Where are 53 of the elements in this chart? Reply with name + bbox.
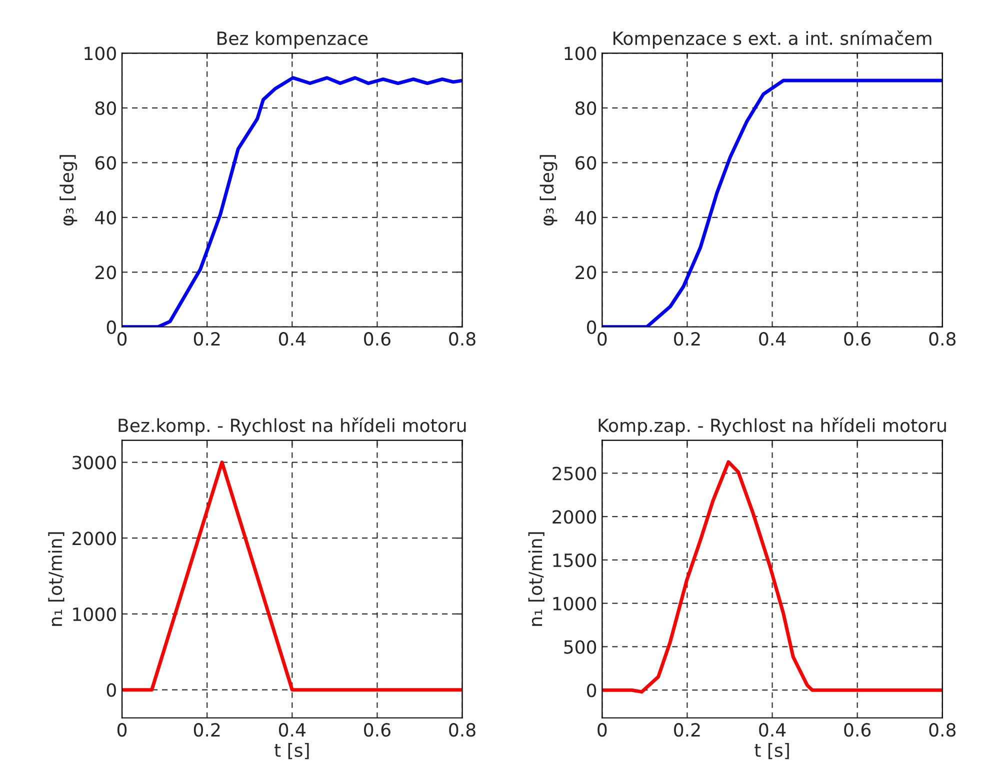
y-tick-label: 0: [106, 320, 116, 334]
line-series: [602, 460, 942, 694]
x-tick-label: 0.6: [364, 332, 390, 346]
y-tick-label: 2000: [72, 532, 116, 546]
x-tick-label: 0.6: [844, 332, 871, 346]
chart-title: Bez.komp. - Rychlost na hřídeli motoru: [118, 417, 466, 436]
x-tick-label: 0.4: [278, 332, 306, 346]
y-tick-label: 60: [576, 156, 596, 170]
y-axis-title: φ₃ [deg]: [60, 155, 78, 226]
y-tick-label: 80: [95, 101, 116, 116]
chart-title: Bez kompenzace: [218, 31, 368, 49]
y-tick-label: 60: [95, 156, 116, 170]
x-tick-label: 0.4: [759, 723, 786, 737]
y-tick-label: 100: [84, 46, 116, 60]
y-axis-title: n₁ [ot/min]: [528, 532, 544, 626]
y-tick-label: 3000: [72, 456, 116, 470]
chart-title: Kompenzace s ext. a int. snímačem: [614, 30, 932, 49]
x-tick-label: 0.8: [929, 723, 956, 737]
y-tick-label: 100: [564, 46, 596, 60]
y-tick-label: 0: [586, 684, 596, 698]
y-tick-label: 40: [95, 210, 116, 225]
x-tick-label: 0.8: [449, 723, 476, 737]
x-tick-label: 0.2: [194, 723, 220, 737]
x-tick-label: 0.6: [844, 723, 871, 737]
y-tick-label: 20: [576, 266, 596, 280]
x-tick-label: 0: [117, 723, 127, 737]
x-tick-label: 0.2: [194, 332, 220, 346]
x-axis-title: t [s]: [754, 742, 789, 760]
y-tick-label: 1500: [553, 553, 596, 568]
x-tick-label: 0: [598, 332, 607, 346]
y-tick-label: 2500: [552, 466, 596, 480]
chart-title: Komp.zap. - Rychlost na hřídeli motoru: [598, 417, 946, 436]
x-tick-label: 0.4: [278, 723, 306, 737]
y-tick-label: 20: [96, 266, 116, 280]
x-tick-label: 0: [117, 332, 127, 346]
y-tick-label: 1000: [73, 607, 116, 622]
x-tick-label: 0.8: [449, 332, 476, 346]
y-tick-label: 500: [564, 640, 596, 654]
y-tick-label: 80: [576, 101, 596, 116]
y-tick-label: 2000: [552, 510, 596, 524]
x-axis-title: t [s]: [274, 742, 309, 760]
x-tick-label: 0.8: [929, 332, 956, 346]
x-tick-label: 0: [598, 723, 607, 737]
y-tick-label: 40: [575, 210, 596, 225]
x-tick-label: 0.2: [674, 332, 700, 346]
y-tick-label: 1000: [553, 596, 596, 610]
x-tick-label: 0.2: [674, 723, 700, 737]
x-tick-label: 0.4: [759, 332, 786, 346]
y-axis-title: n₁ [ot/min]: [48, 532, 64, 626]
y-axis-title: φ₃ [deg]: [540, 155, 558, 226]
x-tick-label: 0.6: [364, 723, 390, 737]
y-tick-label: 0: [106, 683, 116, 697]
y-tick-label: 0: [586, 320, 596, 334]
